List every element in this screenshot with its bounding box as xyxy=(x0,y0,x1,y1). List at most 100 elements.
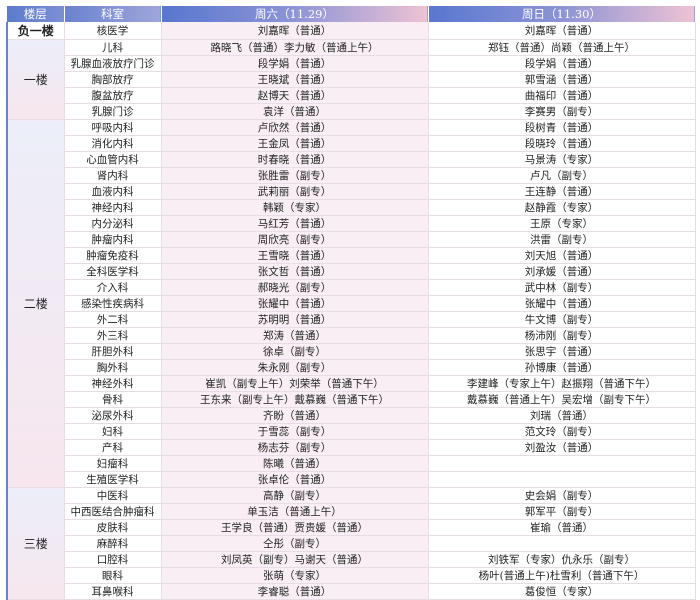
saturday-cell: 张胜雷（副专） xyxy=(161,167,429,184)
table-row: 肿瘤内科 周欣亮（副专） 洪雷（副专） xyxy=(7,231,696,248)
sunday-cell: 刘铁军（专家）仇永乐（副专） xyxy=(428,551,696,568)
sunday-cell xyxy=(428,535,696,552)
table-row: 肝胆外科 徐卓（副专） 张思宇（普通） xyxy=(7,343,696,360)
sunday-cell xyxy=(428,471,696,488)
sunday-cell: 郭雪涵（普通） xyxy=(428,71,696,88)
sunday-cell: 杨叶(普通上午)杜雪利（普通下午） xyxy=(428,567,696,584)
sunday-cell: 李赛男（副专） xyxy=(428,103,696,120)
dept-cell: 肿瘤免疫科 xyxy=(64,247,162,264)
schedule-body: 负一楼 核医学 刘嘉晖（普通） 刘嘉晖（普通） 一楼 儿科 路晓飞（普通）李力敏（普通上午）… xyxy=(6,22,696,600)
sunday-cell xyxy=(428,455,696,472)
saturday-cell: 李睿聪（普通） xyxy=(161,583,429,600)
table-row: 二楼 呼吸内科 卢欣然（普通） 段树青（普通） xyxy=(6,119,696,488)
sunday-cell: 卢凡（副专） xyxy=(428,167,696,184)
saturday-cell: 王东来（副专上午）戴慕巍（普通下午） xyxy=(161,391,429,408)
dept-cell: 泌尿外科 xyxy=(64,407,162,424)
table-row: 肿瘤免疫科 王雪晓（普通） 刘天旭（普通） xyxy=(7,247,696,264)
table-row: 外二科 苏明明（普通） 牛文博（副专） xyxy=(7,311,696,328)
table-row: 胸外科 朱永刚（副专） 孙博康（普通） xyxy=(7,359,696,376)
header-dept: 科室 xyxy=(64,6,162,22)
dept-cell: 全科医学科 xyxy=(64,263,162,280)
table-row: 中西医结合肿瘤科 单玉洁（普通上午） 郭军平（副专） xyxy=(7,503,696,520)
sunday-cell: 刘瑞（普通） xyxy=(428,407,696,424)
saturday-cell: 时春晓（普通） xyxy=(161,151,429,168)
saturday-cell: 王雪晓（普通） xyxy=(161,247,429,264)
sunday-cell: 曲福印（普通） xyxy=(428,87,696,104)
dept-cell: 中西医结合肿瘤科 xyxy=(64,503,162,520)
dept-cell: 心血管内科 xyxy=(64,151,162,168)
saturday-cell: 郝晓光（副专） xyxy=(161,279,429,296)
saturday-cell: 朱永刚（副专） xyxy=(161,359,429,376)
dept-cell: 骨科 xyxy=(64,391,162,408)
floor-cell: 三楼 xyxy=(6,487,65,600)
dept-cell: 血液内科 xyxy=(64,183,162,200)
table-row: 眼科 张萌（专家） 杨叶(普通上午)杜雪利（普通下午） xyxy=(7,567,696,584)
table-row: 泌尿外科 齐盼（普通） 刘瑞（普通） xyxy=(7,407,696,424)
dept-cell: 生殖医学科 xyxy=(64,471,162,488)
dept-cell: 内分泌科 xyxy=(64,215,162,232)
dept-cell: 乳腺门诊 xyxy=(64,103,162,120)
dept-cell: 核医学 xyxy=(64,22,162,40)
header-sunday: 周日（11.30） xyxy=(428,6,696,22)
sunday-cell: 崔瑜（普通） xyxy=(428,519,696,536)
saturday-cell: 武莉丽（副专） xyxy=(161,183,429,200)
dept-cell: 妇瘤科 xyxy=(64,455,162,472)
table-row: 皮肤科 王学良（普通）贾贵媛（普通） 崔瑜（普通） xyxy=(7,519,696,536)
dept-cell: 肿瘤内科 xyxy=(64,231,162,248)
header-floor: 楼层 xyxy=(7,6,65,22)
dept-cell: 感染性疾病科 xyxy=(64,295,162,312)
sunday-cell: 王连静（普通） xyxy=(428,183,696,200)
floor-cell: 一楼 xyxy=(6,39,65,120)
sunday-cell: 范文玲（副专） xyxy=(428,423,696,440)
saturday-cell: 王晓斌（普通） xyxy=(161,71,429,88)
table-row: 神经内科 韩颖（专家） 赵静霞（专家） xyxy=(7,199,696,216)
sunday-cell: 杨沛刚（副专） xyxy=(428,327,696,344)
saturday-cell: 陈曦（普通） xyxy=(161,455,429,472)
header-row: 楼层 科室 周六（11.29） 周日（11.30） xyxy=(7,6,696,22)
saturday-cell: 卢欣然（普通） xyxy=(161,119,429,136)
sunday-cell: 段树青（普通） xyxy=(428,119,696,136)
table-row: 内分泌科 马红芳（普通） 王原（专家） xyxy=(7,215,696,232)
saturday-cell: 周欣亮（副专） xyxy=(161,231,429,248)
saturday-cell: 韩颖（专家） xyxy=(161,199,429,216)
table-row: 腹盆放疗 赵博天（普通） 曲福印（普通） xyxy=(7,87,696,104)
table-row: 负一楼 核医学 刘嘉晖（普通） 刘嘉晖（普通） xyxy=(6,22,696,40)
table-row: 麻醉科 仝彤（副专） xyxy=(7,535,696,552)
saturday-cell: 张萌（专家） xyxy=(161,567,429,584)
dept-cell: 胸外科 xyxy=(64,359,162,376)
table-row: 三楼 中医科 高静（副专） 史会娟（副专） xyxy=(6,487,696,600)
table-row: 妇科 于雪蕊（副专） 范文玲（副专） xyxy=(7,423,696,440)
sunday-cell: 葛俊恒（专家） xyxy=(428,583,696,600)
dept-cell: 腹盆放疗 xyxy=(64,87,162,104)
saturday-cell: 张文哲（普通） xyxy=(161,263,429,280)
saturday-cell: 徐卓（副专） xyxy=(161,343,429,360)
saturday-cell: 段学娟（普通） xyxy=(161,55,429,72)
sunday-cell: 郑钰（普通）尚颖（普通上午） xyxy=(428,39,696,56)
saturday-cell: 郑涛（普通） xyxy=(161,327,429,344)
saturday-cell: 王金凤（普通） xyxy=(161,135,429,152)
table-row: 骨科 王东来（副专上午）戴慕巍（普通下午） 戴慕巍（普通上午）吴宏增（副专下午） xyxy=(7,391,696,408)
dept-cell: 神经内科 xyxy=(64,199,162,216)
saturday-cell: 袁洋（普通） xyxy=(161,103,429,120)
dept-cell: 消化内科 xyxy=(64,135,162,152)
table-row: 血液内科 武莉丽（副专） 王连静（普通） xyxy=(7,183,696,200)
table-row: 感染性疾病科 张耀中（普通） 张耀中（普通） xyxy=(7,295,696,312)
table-row: 乳腺血液放疗门诊 段学娟（普通） 段学娟（普通） xyxy=(7,55,696,72)
table-row: 心血管内科 时春晓（普通） 马景涛（专家） xyxy=(7,151,696,168)
table-row: 妇瘤科 陈曦（普通） xyxy=(7,455,696,472)
sunday-cell: 刘天旭（普通） xyxy=(428,247,696,264)
sunday-cell: 张思宇（普通） xyxy=(428,343,696,360)
dept-cell: 乳腺血液放疗门诊 xyxy=(64,55,162,72)
saturday-cell: 仝彤（副专） xyxy=(161,535,429,552)
table-row: 神经外科 崔凯（副专上午）刘荣举（普通下午） 李建峰（专家上午）赵振翔（普通下午） xyxy=(7,375,696,392)
dept-cell: 妇科 xyxy=(64,423,162,440)
floor-cell: 负一楼 xyxy=(6,22,65,40)
saturday-cell: 杨志芬（副专） xyxy=(161,439,429,456)
dept-cell: 儿科 xyxy=(64,39,162,56)
sunday-cell: 戴慕巍（普通上午）吴宏增（副专下午） xyxy=(428,391,696,408)
sunday-cell: 王原（专家） xyxy=(428,215,696,232)
sunday-cell: 刘盈汝（普通） xyxy=(428,439,696,456)
saturday-cell: 崔凯（副专上午）刘荣举（普通下午） xyxy=(161,375,429,392)
table-row: 生殖医学科 张卓伦（普通） xyxy=(7,471,696,488)
dept-cell: 呼吸内科 xyxy=(64,119,162,136)
